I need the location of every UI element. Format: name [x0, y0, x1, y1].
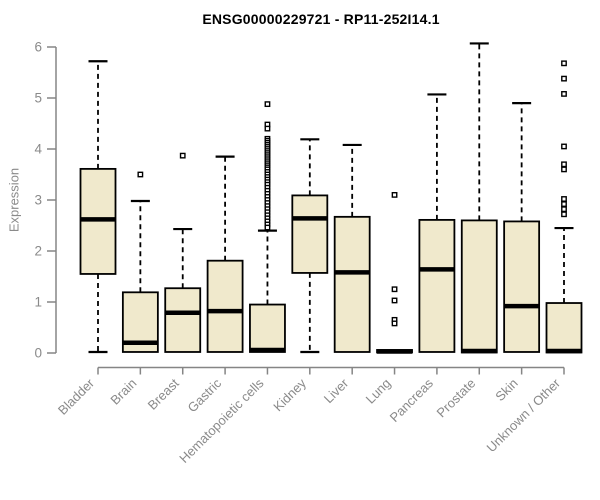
box-rect: [291, 194, 329, 274]
outlier-point: [561, 196, 567, 202]
boxplot-brain: [121, 171, 159, 353]
boxplot-unknown-other: [545, 60, 583, 354]
boxplot-gastric: [206, 155, 244, 353]
box-rect: [333, 215, 371, 353]
box-rect: [503, 220, 541, 353]
x-category-label-unknown-other: Unknown / Other: [484, 375, 564, 455]
x-category-label-skin: Skin: [492, 376, 520, 404]
y-tick-label: 3: [34, 193, 42, 208]
boxplot-kidney: [291, 138, 329, 354]
y-tick-label: 1: [34, 295, 42, 310]
outlier-point: [561, 91, 567, 97]
outlier-point: [561, 166, 567, 173]
x-category-label-breast: Breast: [145, 375, 182, 412]
box-rect: [545, 302, 583, 354]
boxplot-prostate: [460, 42, 498, 354]
x-category-label-liver: Liver: [321, 375, 352, 406]
boxplot-liver: [333, 143, 371, 353]
box-rect: [460, 219, 498, 354]
outlier-point: [391, 286, 398, 293]
outlier-point: [137, 171, 144, 178]
y-tick-label: 0: [34, 346, 42, 361]
outlier-point: [561, 201, 567, 207]
x-category-label-hematopoietic-cells: Hematopoietic cells: [176, 375, 267, 466]
boxplot-pancreas: [418, 93, 456, 353]
x-category-label-kidney: Kidney: [270, 375, 309, 414]
outlier-point: [561, 211, 567, 218]
boxplot-skin: [503, 101, 541, 353]
x-category-label-prostate: Prostate: [434, 376, 479, 421]
y-tick-label: 4: [34, 142, 42, 157]
y-tick-label: 6: [34, 40, 42, 55]
y-tick-label: 2: [34, 244, 42, 259]
boxplot-bladder: [79, 60, 117, 354]
outlier-point: [561, 60, 567, 67]
boxplot-hematopoietic-cells: [249, 101, 286, 353]
outlier-point: [391, 191, 398, 198]
x-category-label-lung: Lung: [363, 376, 394, 407]
outlier-point: [264, 224, 271, 231]
outlier-point: [561, 75, 567, 82]
outlier-point: [391, 320, 398, 327]
box-rect: [418, 218, 456, 353]
outlier-point: [391, 297, 398, 304]
x-category-label-bladder: Bladder: [55, 375, 98, 418]
y-axis-title: Expression: [6, 167, 22, 233]
box-rect: [206, 259, 244, 353]
y-tick-label: 5: [34, 91, 42, 106]
box-rect: [249, 303, 286, 353]
outlier-point: [561, 143, 567, 150]
x-category-label-gastric: Gastric: [184, 375, 224, 415]
outlier-point: [179, 152, 186, 159]
boxplot-breast: [164, 152, 202, 353]
outlier-point: [264, 101, 271, 108]
outlier-point: [264, 125, 271, 132]
chart-title: ENSG00000229721 - RP11-252I14.1: [202, 11, 440, 27]
box-rect: [164, 287, 202, 353]
x-category-label-brain: Brain: [107, 376, 139, 408]
outlier-point: [561, 206, 567, 213]
boxplot-lung: [376, 191, 413, 354]
x-category-label-pancreas: Pancreas: [387, 375, 437, 425]
outlier-point: [561, 161, 567, 168]
